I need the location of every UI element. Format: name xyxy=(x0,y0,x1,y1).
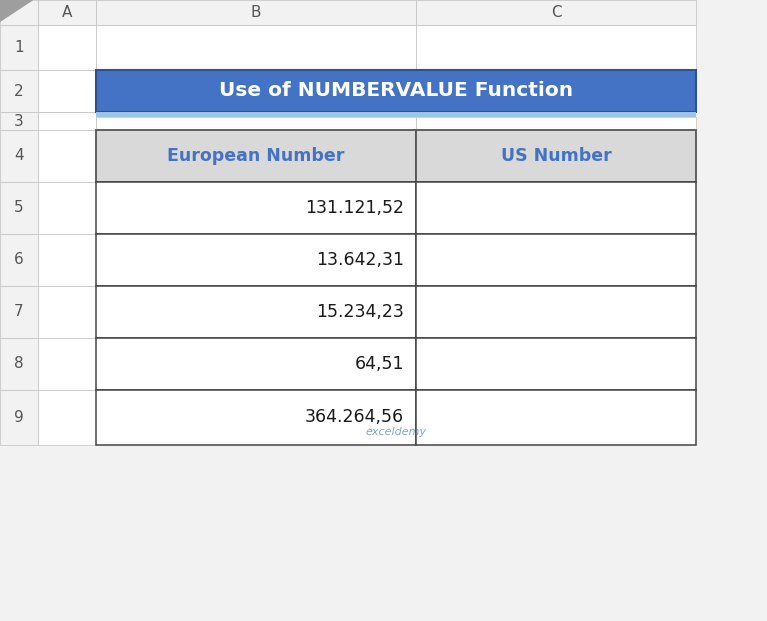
Bar xyxy=(0,182,38,234)
Bar xyxy=(0,338,38,390)
Bar xyxy=(416,338,696,390)
Bar xyxy=(0,25,38,70)
Bar xyxy=(96,25,416,70)
Text: 7: 7 xyxy=(14,304,24,319)
Bar xyxy=(0,286,38,338)
Bar xyxy=(96,0,416,25)
Polygon shape xyxy=(0,0,32,21)
Text: European Number: European Number xyxy=(167,147,344,165)
Bar xyxy=(416,0,696,25)
Bar xyxy=(0,130,38,182)
Text: exceldemy: exceldemy xyxy=(365,427,426,437)
Bar xyxy=(416,182,696,234)
Bar xyxy=(0,390,38,445)
Text: 2: 2 xyxy=(14,83,24,99)
Bar xyxy=(416,286,696,338)
Bar xyxy=(416,130,696,182)
Bar xyxy=(416,234,696,286)
Text: 131.121,52: 131.121,52 xyxy=(305,199,404,217)
Text: 8: 8 xyxy=(14,356,24,371)
Bar xyxy=(38,338,96,390)
Bar xyxy=(416,25,696,70)
Text: 4: 4 xyxy=(14,148,24,163)
Bar xyxy=(96,338,416,390)
Text: 15.234,23: 15.234,23 xyxy=(316,303,404,321)
Bar xyxy=(96,182,416,234)
Bar xyxy=(38,286,96,338)
Bar xyxy=(38,234,96,286)
Text: Use of NUMBERVALUE Function: Use of NUMBERVALUE Function xyxy=(219,81,573,101)
Text: A: A xyxy=(62,5,72,20)
Bar xyxy=(38,70,96,112)
Bar xyxy=(96,117,416,130)
Text: 364.264,56: 364.264,56 xyxy=(304,409,404,427)
Bar xyxy=(38,390,96,445)
Bar xyxy=(416,117,696,130)
Bar xyxy=(38,0,96,25)
Bar xyxy=(96,70,696,112)
Bar xyxy=(96,390,416,445)
Bar xyxy=(38,25,96,70)
Text: 13.642,31: 13.642,31 xyxy=(316,251,404,269)
Text: 6: 6 xyxy=(14,253,24,268)
Bar xyxy=(96,130,416,182)
Bar xyxy=(38,112,96,130)
Text: 3: 3 xyxy=(14,114,24,129)
Bar xyxy=(38,130,96,182)
Text: US Number: US Number xyxy=(501,147,611,165)
Bar xyxy=(0,112,38,130)
Bar xyxy=(0,234,38,286)
Bar xyxy=(96,286,416,338)
Bar xyxy=(0,0,38,25)
Text: 9: 9 xyxy=(14,410,24,425)
Text: 1: 1 xyxy=(14,40,24,55)
Bar xyxy=(38,182,96,234)
Text: C: C xyxy=(551,5,561,20)
Bar xyxy=(416,390,696,445)
Text: B: B xyxy=(251,5,262,20)
Bar xyxy=(96,112,696,117)
Text: 5: 5 xyxy=(14,201,24,215)
Bar xyxy=(0,70,38,112)
Text: 64,51: 64,51 xyxy=(354,355,404,373)
Bar xyxy=(96,234,416,286)
